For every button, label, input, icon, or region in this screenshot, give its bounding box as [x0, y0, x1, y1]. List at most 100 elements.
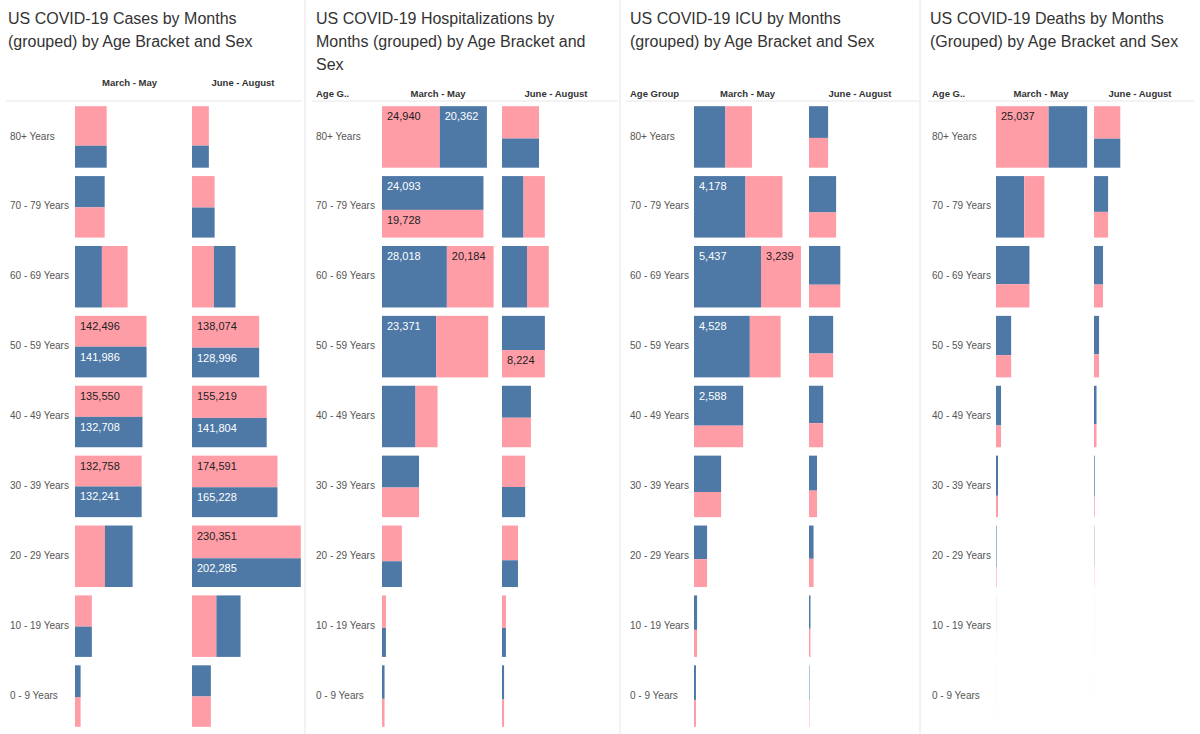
header-rule [6, 101, 302, 102]
tile [382, 176, 483, 210]
tile [502, 628, 506, 657]
tile [436, 316, 488, 378]
plot-area [694, 106, 840, 727]
tile [75, 106, 107, 146]
row-header: Age G.. [932, 88, 965, 99]
tile [192, 558, 301, 587]
tile [809, 386, 823, 423]
tile [502, 176, 524, 238]
row-label: 20 - 29 Years [10, 550, 69, 561]
tile [382, 246, 447, 308]
tile [996, 246, 1029, 284]
header-rule [626, 101, 919, 102]
title: US COVID-19 Hospitalizations byMonths (g… [316, 10, 586, 73]
plot-area [75, 106, 301, 727]
data-label: 174,591 [197, 460, 237, 472]
row-label: 30 - 39 Years [10, 480, 69, 491]
tile [502, 316, 545, 350]
tile [809, 212, 836, 237]
tile [75, 246, 102, 308]
tile [502, 595, 506, 628]
tile [382, 526, 402, 562]
data-label: 5,437 [699, 250, 727, 262]
title-line: US COVID-19 Hospitalizations by [316, 10, 554, 27]
tile [996, 425, 1001, 447]
tile [502, 526, 518, 561]
tile [694, 176, 746, 238]
row-label: 50 - 59 Years [932, 340, 991, 351]
tile [502, 106, 539, 138]
tile [1094, 354, 1099, 377]
tile [192, 208, 215, 238]
data-labels: 142,496141,986135,550132,708132,758132,2… [80, 320, 237, 574]
tile [1094, 212, 1108, 238]
title: US COVID-19 ICU by Months(grouped) by Ag… [630, 10, 875, 50]
tile [1094, 567, 1095, 588]
tile [996, 456, 998, 496]
tile [809, 629, 810, 657]
row-label: 0 - 9 Years [316, 690, 364, 701]
tile [216, 595, 240, 657]
title-line: (grouped) by Age Bracket and Sex [8, 33, 253, 50]
tile [382, 595, 386, 628]
data-label: 132,241 [80, 490, 120, 502]
tile [192, 246, 214, 308]
row-label: 80+ Years [932, 131, 977, 142]
data-labels: 25,037 [1001, 110, 1035, 122]
separator [620, 0, 621, 734]
row-label: 60 - 69 Years [932, 270, 991, 281]
tile [809, 526, 814, 559]
row-label: 0 - 9 Years [630, 690, 678, 701]
tile [1094, 386, 1097, 424]
row-label: 40 - 49 Years [932, 410, 991, 421]
tile [416, 386, 438, 448]
data-label: 24,940 [387, 110, 421, 122]
title-line: US COVID-19 Deaths by Months [930, 10, 1164, 27]
tile [725, 106, 752, 168]
row-label: 80+ Years [316, 131, 361, 142]
row-label: 60 - 69 Years [10, 270, 69, 281]
tile [192, 386, 267, 418]
tile [809, 354, 833, 378]
tile [1094, 636, 1095, 657]
tile [382, 488, 419, 518]
tile [996, 665, 997, 699]
tile [694, 492, 721, 517]
title-line: US COVID-19 ICU by Months [630, 10, 841, 27]
column-header: March - May [1014, 88, 1070, 99]
tile [382, 210, 483, 238]
data-label: 132,758 [80, 460, 120, 472]
tile [1094, 456, 1096, 497]
tile [809, 316, 833, 354]
tile [809, 456, 817, 491]
row-label: 0 - 9 Years [10, 690, 58, 701]
tile [502, 138, 539, 167]
tile [1024, 176, 1044, 238]
header-rule [928, 101, 1194, 102]
data-label: 20,184 [452, 250, 486, 262]
tile [192, 665, 211, 696]
tile [75, 665, 81, 697]
tile [75, 526, 105, 588]
data-label: 202,285 [197, 562, 237, 574]
column-header: March - May [720, 88, 776, 99]
data-label: 142,496 [80, 320, 120, 332]
tile [75, 176, 105, 207]
tile [809, 106, 828, 138]
data-labels: 24,94020,36224,09319,72828,01820,18423,3… [387, 110, 535, 366]
tile [996, 595, 997, 633]
panel: US COVID-19 ICU by Months(grouped) by Ag… [626, 0, 920, 734]
tile [502, 560, 518, 587]
row-label: 40 - 49 Years [630, 410, 689, 421]
tile [1094, 595, 1095, 635]
tile [694, 595, 697, 629]
title-line: US COVID-19 Cases by Months [8, 10, 237, 27]
tile [382, 628, 386, 657]
tile [694, 456, 721, 492]
tile [75, 486, 142, 517]
tile [996, 699, 997, 726]
header-rule [312, 101, 618, 102]
tile [746, 176, 783, 238]
tile [996, 496, 998, 517]
row-label: 70 - 79 Years [10, 200, 69, 211]
